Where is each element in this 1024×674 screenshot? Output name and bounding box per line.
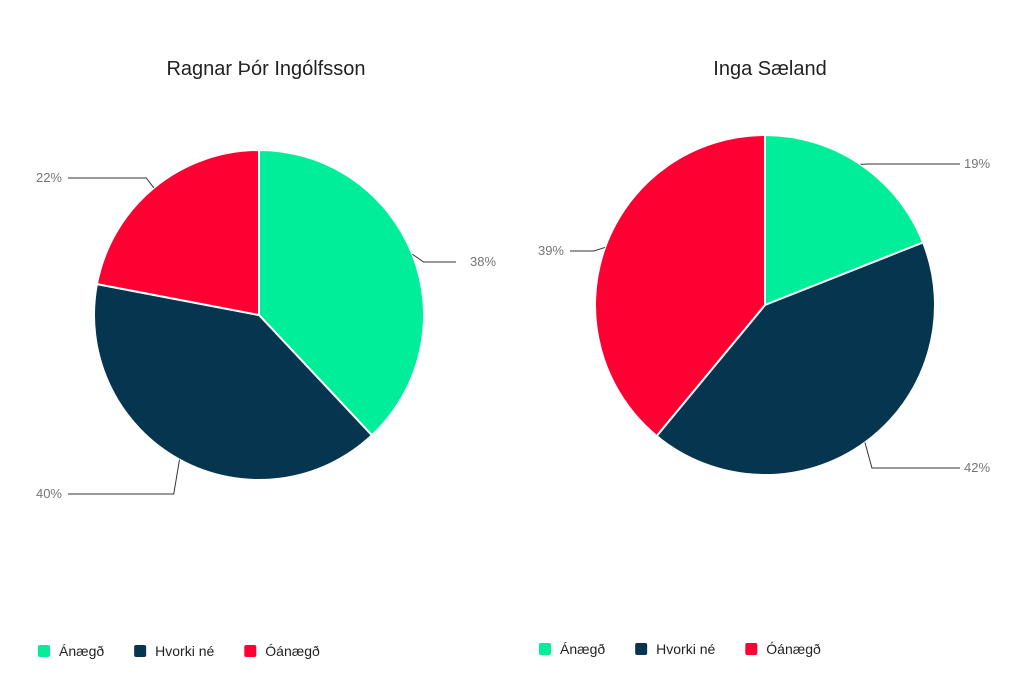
legend-swatch bbox=[134, 645, 147, 657]
legend-item[interactable]: Ánægð bbox=[38, 643, 104, 659]
chart-title: Inga Sæland bbox=[713, 58, 826, 80]
legend-label: Óánægð bbox=[766, 641, 821, 657]
legend-swatch bbox=[635, 643, 648, 655]
legend-swatch bbox=[38, 645, 50, 657]
legend-label: Hvorki né bbox=[155, 643, 214, 659]
legend-item[interactable]: Hvorki né bbox=[635, 641, 716, 657]
leader-line bbox=[68, 177, 155, 189]
legend-item[interactable]: Ánægð bbox=[539, 641, 605, 657]
pie-slice-Óánægð[interactable] bbox=[594, 133, 766, 438]
leader-line bbox=[864, 442, 960, 469]
leader-line bbox=[412, 253, 456, 263]
pie-slice-Hvorki né[interactable] bbox=[93, 282, 374, 481]
legend-item[interactable]: Hvorki né bbox=[134, 643, 215, 659]
legend-item[interactable]: Óánægð bbox=[244, 643, 320, 659]
chart-title: Ragnar Þór Ingólfsson bbox=[166, 58, 365, 80]
legend-label: Ánægð bbox=[59, 643, 104, 659]
pie-slice-Hvorki né[interactable] bbox=[655, 241, 936, 476]
leader-line bbox=[570, 246, 606, 252]
data-label: 39% bbox=[538, 243, 564, 258]
pie-chart-2: Inga Sæland 19% 42% 39% Ánægð Hvorki né Óánægð bbox=[538, 58, 990, 657]
legend-swatch bbox=[745, 643, 758, 655]
legend-label: Óánægð bbox=[265, 643, 320, 659]
data-label: 42% bbox=[964, 460, 990, 475]
pie-slice-Ánægð[interactable] bbox=[258, 148, 425, 437]
leader-line bbox=[68, 459, 181, 495]
pie-chart-1: Ragnar Þór Ingólfsson 38% 40% 22% Ánægð Hvork… bbox=[36, 58, 496, 659]
legend-label: Ánægð bbox=[560, 641, 605, 657]
data-label: 40% bbox=[36, 486, 62, 501]
data-label: 22% bbox=[36, 170, 62, 185]
legend-label: Hvorki né bbox=[656, 641, 715, 657]
legend-item[interactable]: Óánægð bbox=[745, 641, 821, 657]
legend-swatch bbox=[539, 643, 551, 655]
data-label: 19% bbox=[964, 156, 990, 171]
data-label: 38% bbox=[470, 254, 496, 269]
legend-swatch bbox=[244, 645, 257, 657]
pie-slice-Ánægð[interactable] bbox=[764, 133, 925, 307]
